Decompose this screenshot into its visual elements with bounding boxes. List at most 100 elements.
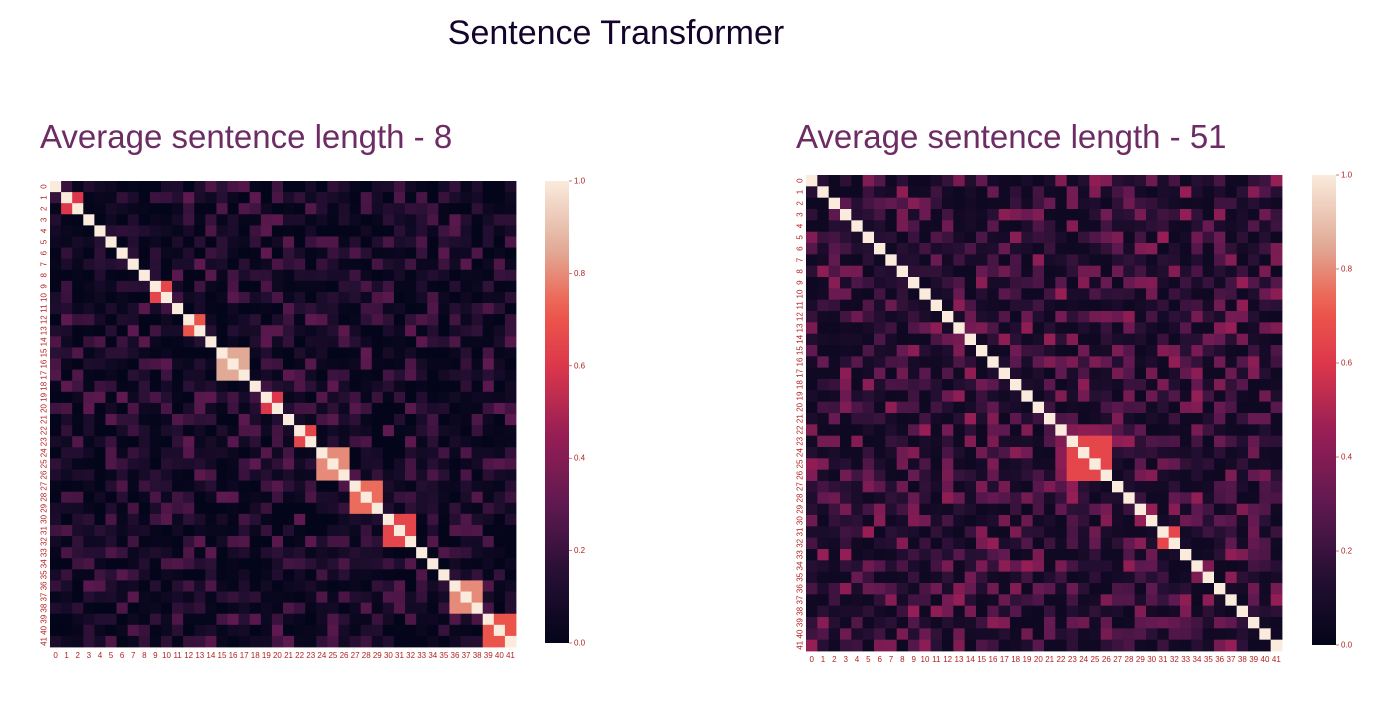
heatmap-cell (1055, 379, 1068, 391)
heatmap-cell (862, 367, 875, 380)
heatmap-cell (1248, 560, 1260, 573)
heatmap-cell (338, 280, 350, 293)
heatmap-cell (1202, 458, 1215, 471)
heatmap-cell (216, 181, 228, 193)
heatmap-cell (393, 591, 406, 604)
heatmap-cell (327, 458, 339, 470)
heatmap-cell (1259, 322, 1272, 335)
heatmap-cell (1191, 469, 1204, 482)
y-tick-label: 21 (39, 415, 48, 424)
heatmap-cell (416, 491, 428, 504)
heatmap-cell (260, 602, 273, 615)
heatmap-cell (987, 299, 1000, 312)
heatmap-cell (227, 380, 240, 393)
heatmap-cell (393, 236, 406, 248)
heatmap-cell (1157, 209, 1170, 221)
heatmap-cell (964, 220, 977, 233)
heatmap-cell (1248, 379, 1260, 391)
heatmap-cell (294, 402, 306, 415)
heatmap-cell (840, 390, 852, 403)
heatmap-cell (271, 358, 284, 371)
heatmap-cell (271, 214, 284, 226)
heatmap-cell (987, 197, 1000, 210)
heatmap-cell (942, 197, 954, 210)
heatmap-cell (471, 369, 484, 382)
heatmap-cell (61, 524, 73, 537)
heatmap-cell (953, 549, 966, 561)
heatmap-cell (998, 571, 1011, 584)
heatmap-cell (127, 635, 140, 648)
heatmap-cell (840, 367, 852, 380)
x-tick-label: 21 (284, 651, 293, 660)
heatmap-cell (271, 425, 284, 437)
heatmap-cell (987, 220, 1000, 233)
heatmap-cell (828, 571, 841, 584)
heatmap-cell (828, 560, 841, 573)
heatmap-cell (1248, 356, 1260, 369)
heatmap-cell (953, 265, 966, 278)
heatmap-cell (382, 314, 395, 326)
heatmap-cell (83, 402, 95, 415)
heatmap-cell (460, 425, 473, 437)
heatmap-cell (283, 203, 295, 215)
heatmap-cell (83, 536, 95, 548)
heatmap-cell (294, 391, 306, 404)
heatmap-cell (1157, 481, 1170, 493)
heatmap-cell (1214, 458, 1226, 471)
heatmap-cell (260, 347, 273, 359)
heatmap-cell (1259, 209, 1272, 221)
heatmap-cell (828, 549, 841, 561)
heatmap-cell (371, 269, 384, 282)
heatmap-cell (1202, 571, 1215, 584)
heatmap-cell (405, 602, 417, 615)
heatmap-cell (953, 492, 966, 505)
heatmap-cell (360, 214, 373, 226)
heatmap-cell (1021, 288, 1034, 301)
heatmap-cell (919, 333, 932, 346)
heatmap-cell (1259, 356, 1272, 369)
heatmap-cell (393, 447, 406, 459)
heatmap-cell (405, 380, 417, 393)
heatmap-cell (138, 547, 151, 559)
heatmap-cell (942, 435, 954, 448)
heatmap-cell (1191, 549, 1204, 561)
heatmap-cell (942, 299, 954, 312)
heatmap-cell (862, 379, 875, 391)
heatmap-cell (1055, 299, 1068, 312)
heatmap-cell (249, 358, 262, 371)
heatmap-cell (862, 175, 875, 187)
heatmap-cell (449, 580, 461, 592)
heatmap-cell (172, 391, 184, 404)
heatmap-cell (874, 458, 886, 471)
heatmap-cell (1055, 311, 1068, 323)
heatmap-cell (1010, 492, 1022, 505)
heatmap-cell (116, 524, 129, 537)
heatmap-cell (908, 288, 920, 301)
heatmap-cell (183, 192, 195, 204)
y-tick-label: 16 (796, 357, 805, 366)
heatmap-cell (349, 347, 362, 359)
heatmap-cell (283, 425, 295, 437)
heatmap-cell (72, 547, 84, 559)
x-tick-label: 4 (98, 651, 103, 660)
heatmap-cell (1100, 639, 1113, 652)
heatmap-cell (1134, 617, 1147, 629)
heatmap-cell (1214, 401, 1226, 414)
heatmap-cell (1010, 628, 1022, 641)
heatmap-cell (1123, 220, 1136, 233)
heatmap-cell (194, 436, 206, 448)
heatmap-cell (138, 513, 151, 526)
heatmap-cell (94, 214, 106, 226)
heatmap-cell (885, 605, 898, 618)
heatmap-cell (840, 379, 852, 391)
heatmap-cell (393, 269, 406, 282)
heatmap-cell (116, 558, 129, 570)
heatmap-cell (493, 458, 506, 470)
heatmap-cell (160, 258, 173, 271)
heatmap-cell (1123, 571, 1136, 584)
x-tick-label: 26 (340, 651, 349, 660)
heatmap-cell (149, 580, 162, 592)
heatmap-cell (806, 277, 818, 289)
heatmap-cell (271, 336, 284, 348)
heatmap-cell (438, 369, 450, 382)
